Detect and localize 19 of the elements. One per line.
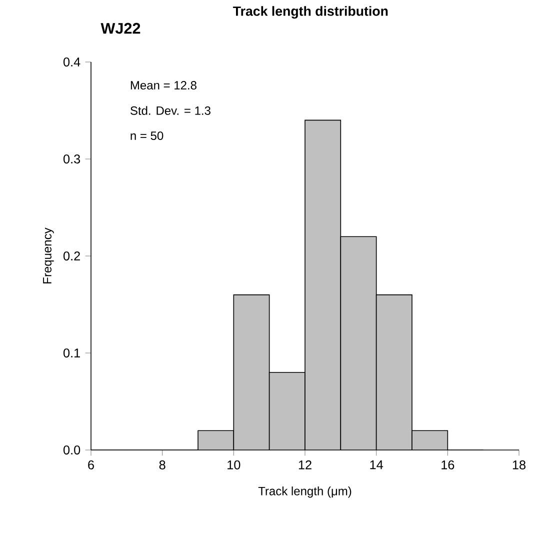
x-tick-label: 10 <box>228 460 240 470</box>
annotation: n = 50 <box>130 131 164 140</box>
annotation: Mean = 12.8 <box>130 81 196 90</box>
annotation: Std. Dev. = 1.3 <box>130 106 210 115</box>
y-tick-label: 0.1 <box>63 348 80 358</box>
y-tick-label: 0.4 <box>63 58 80 66</box>
y-tick-label: 0.3 <box>63 154 80 164</box>
x-axis-title: Track length (μm) <box>258 486 352 498</box>
chart-subtitle: WJ22 <box>100 22 140 34</box>
y-tick-label: 0.0 <box>63 446 80 454</box>
x-tick-label: 12 <box>298 460 312 470</box>
x-tick-label: 6 <box>88 460 94 470</box>
x-tick-label: 16 <box>442 460 454 470</box>
y-tick-label: 0.2 <box>63 252 80 260</box>
y-axis-title: Frequency <box>43 228 54 284</box>
x-tick-label: 14 <box>370 460 383 470</box>
x-tick-label: 8 <box>159 460 166 470</box>
chart-title: Track length distribution <box>233 6 388 19</box>
x-tick-label: 18 <box>512 460 526 470</box>
